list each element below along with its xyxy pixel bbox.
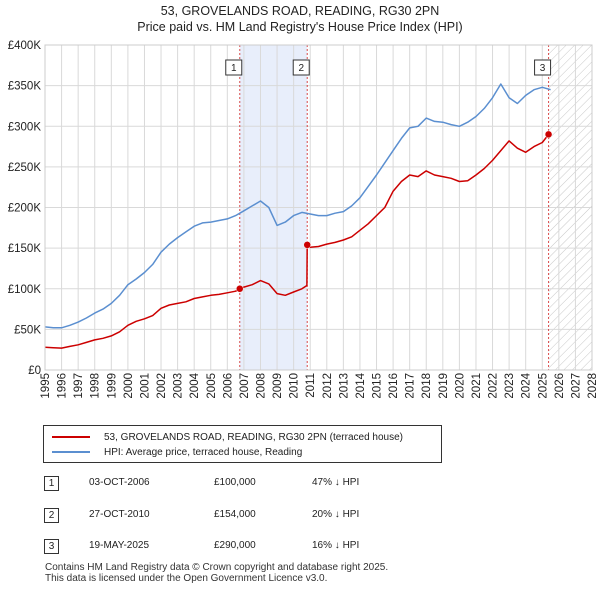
transaction-number: 1	[44, 476, 59, 491]
series-lines	[45, 83, 551, 349]
y-tick-label: £400K	[8, 40, 42, 52]
legend-swatch-hpi	[52, 451, 90, 453]
x-tick-label: 2024	[521, 372, 533, 398]
chart-title-address: 53, GROVELANDS ROAD, READING, RG30 2PN	[160, 4, 440, 18]
y-tick-label: £350K	[8, 81, 42, 93]
y-tick-label: £250K	[8, 162, 42, 174]
x-tick-label: 2015	[372, 373, 384, 399]
x-tick-label: 2008	[255, 373, 267, 399]
legend-item-hpi: HPI: Average price, terraced house, Read…	[52, 445, 302, 459]
series-line-hpi	[45, 83, 551, 329]
legend-label-hpi: HPI: Average price, terraced house, Read…	[104, 446, 303, 458]
x-tick-label: 2006	[222, 373, 234, 399]
y-tick-label: £200K	[8, 203, 42, 215]
transaction-date: 19-MAY-2025	[89, 540, 150, 551]
y-tick-label: £300K	[8, 121, 42, 133]
sale-point	[236, 285, 244, 293]
transaction-hpi-diff: 47% ↓ HPI	[312, 477, 360, 488]
x-tick-label: 1997	[73, 373, 85, 399]
legend-item-property: 53, GROVELANDS ROAD, READING, RG30 2PN (…	[52, 430, 403, 444]
sale-markers: 1 2 3	[225, 59, 553, 293]
y-tick-label: £0	[28, 365, 41, 377]
legend: 53, GROVELANDS ROAD, READING, RG30 2PN (…	[43, 425, 442, 463]
x-tick-label: 2001	[139, 373, 151, 399]
x-tick-label: 2023	[504, 373, 516, 399]
sale-marker-label: 1	[231, 63, 237, 74]
footer-licence: This data is licensed under the Open Gov…	[45, 573, 328, 584]
series-line-property	[45, 133, 550, 349]
price-chart: £0 £50K £100K £150K £200K £250K £300K £350K £400…	[8, 40, 599, 399]
x-tick-label: 2010	[289, 373, 301, 399]
legend-label-property: 53, GROVELANDS ROAD, READING, RG30 2PN (…	[104, 431, 403, 443]
sale-marker-label: 3	[540, 63, 546, 74]
x-tick-label: 2019	[438, 373, 450, 399]
transaction-date: 03-OCT-2006	[89, 477, 150, 488]
transaction-number: 3	[44, 539, 59, 554]
x-tick-label: 2005	[206, 373, 218, 399]
x-tick-label: 2027	[570, 373, 582, 399]
x-tick-label: 2002	[156, 373, 168, 399]
x-tick-label: 1999	[106, 373, 118, 399]
transaction-hpi-diff: 20% ↓ HPI	[312, 509, 360, 520]
x-tick-label: 2018	[421, 373, 433, 399]
transaction-hpi-diff: 16% ↓ HPI	[312, 540, 360, 551]
x-tick-label: 2020	[454, 373, 466, 399]
y-tick-label: £150K	[8, 243, 42, 255]
x-tick-label: 1995	[40, 373, 52, 399]
y-tick-label: £50K	[14, 324, 41, 336]
x-tick-label: 2017	[405, 373, 417, 399]
footer-copyright: Contains HM Land Registry data © Crown c…	[45, 562, 389, 573]
x-tick-label: 2003	[173, 373, 185, 399]
y-tick-label: £100K	[8, 284, 42, 296]
x-tick-label: 2013	[338, 373, 350, 399]
x-tick-label: 2016	[388, 373, 400, 399]
axes: £0 £50K £100K £150K £200K £250K £300K £350K £400…	[8, 40, 599, 399]
x-tick-label: 2012	[322, 373, 334, 399]
x-tick-label: 2021	[471, 373, 483, 399]
x-tick-label: 2007	[239, 373, 251, 399]
sale-marker-box	[534, 59, 552, 76]
sale-point	[303, 241, 311, 249]
transaction-number: 2	[44, 508, 59, 523]
x-tick-label: 2026	[554, 373, 566, 399]
plot-frame	[44, 44, 593, 371]
x-tick-label: 2025	[537, 373, 549, 399]
sale-marker-label: 2	[298, 63, 304, 74]
x-tick-label: 2004	[189, 372, 201, 398]
chart-title-subtitle: Price paid vs. HM Land Registry's House …	[137, 20, 463, 34]
sale-marker-box	[225, 59, 243, 76]
x-tick-label: 2000	[123, 373, 135, 399]
x-tick-label: 1998	[90, 373, 102, 399]
x-tick-label: 2011	[305, 373, 317, 398]
transaction-date: 27-OCT-2010	[89, 509, 150, 520]
transaction-price: £100,000	[214, 477, 256, 488]
sale-point	[544, 130, 553, 139]
x-tick-label: 2009	[272, 373, 284, 399]
legend-swatch-property	[52, 436, 90, 438]
transaction-price: £154,000	[214, 509, 256, 520]
x-tick-label: 2014	[355, 372, 367, 398]
sale-marker-box	[292, 59, 310, 76]
x-tick-label: 2022	[488, 373, 500, 399]
x-tick-label: 1996	[57, 373, 69, 399]
transaction-price: £290,000	[214, 540, 256, 551]
x-tick-label: 2028	[587, 373, 599, 399]
